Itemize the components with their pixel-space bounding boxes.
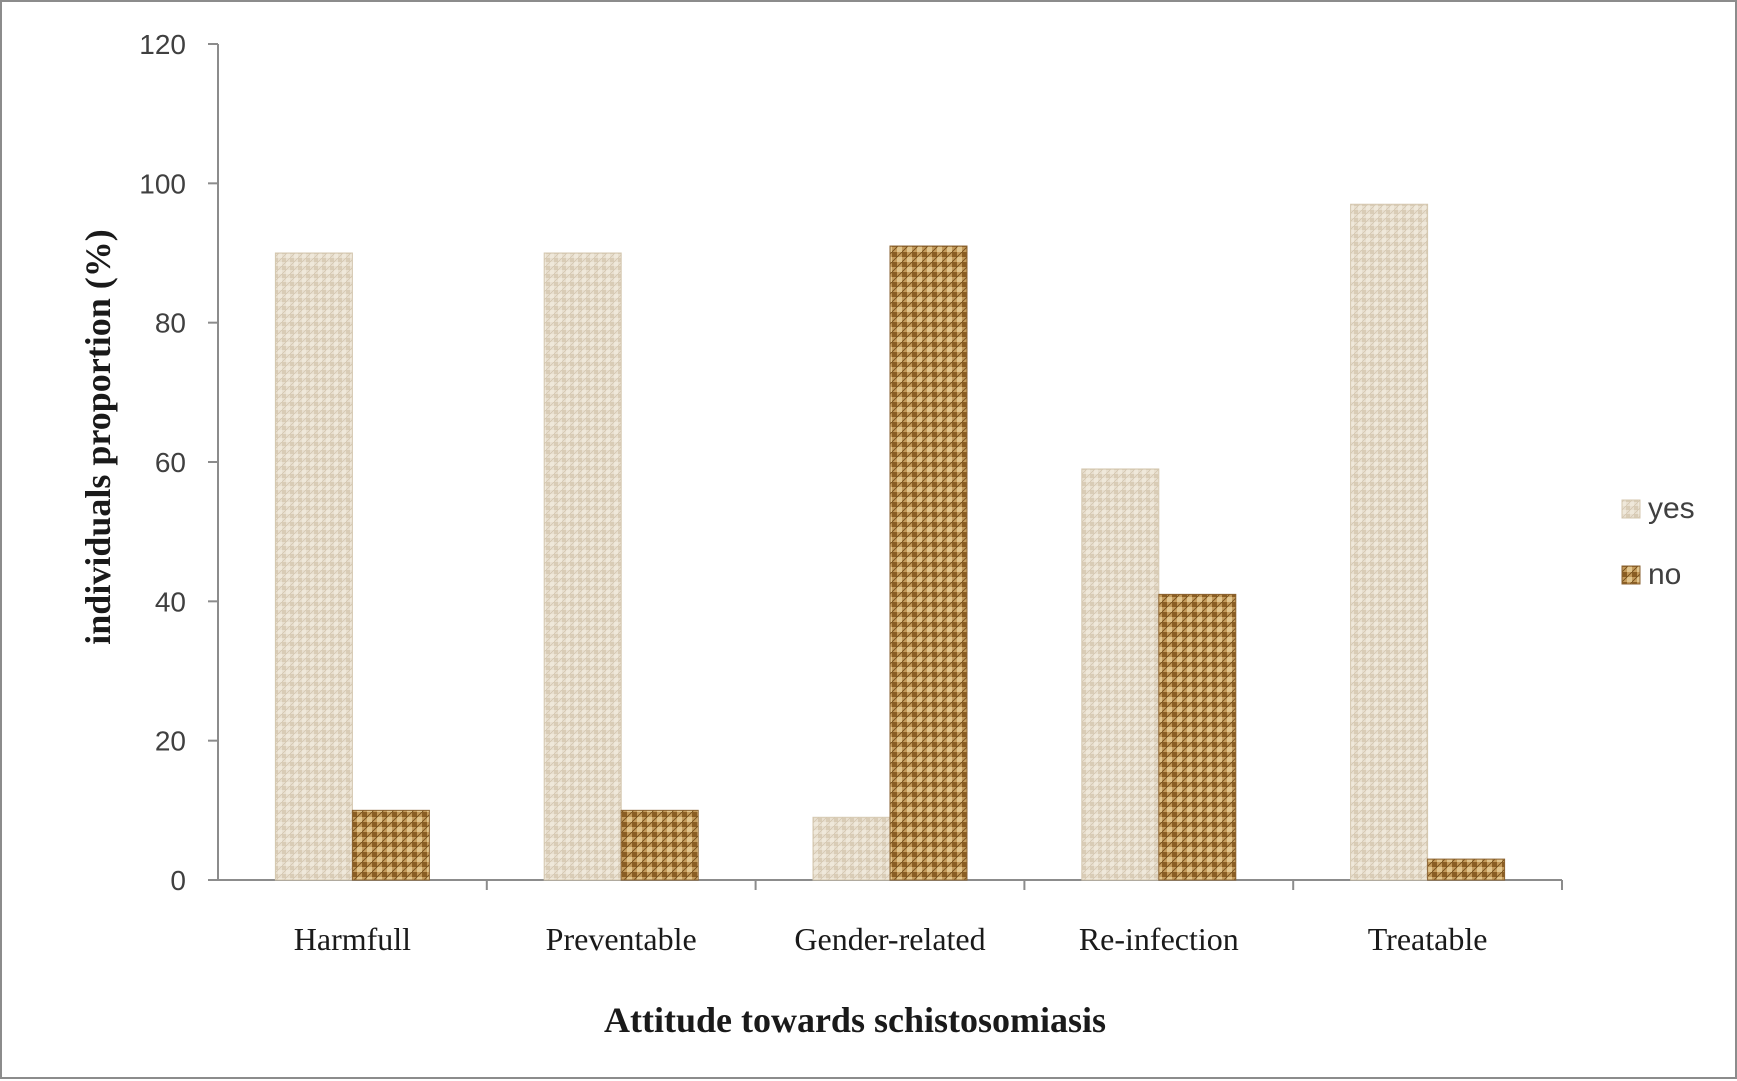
x-tick-label: Gender-related	[794, 921, 985, 957]
x-tick-label: Re-infection	[1079, 921, 1239, 957]
y-tick-label: 20	[155, 726, 186, 757]
y-tick-label: 0	[170, 865, 186, 896]
x-tick-label: Treatable	[1368, 921, 1488, 957]
y-tick-label: 40	[155, 586, 186, 617]
y-axis-title: individuals proportion (%)	[78, 229, 118, 644]
legend-label-yes: yes	[1648, 492, 1695, 525]
bar-no-gender-related	[889, 245, 968, 881]
legend-label-no: no	[1648, 558, 1681, 591]
x-tick-label: Preventable	[546, 921, 697, 957]
bar-yes-re-infection	[1081, 468, 1160, 881]
x-tick-label: Harmfull	[294, 921, 411, 957]
y-tick-label: 100	[139, 168, 186, 199]
legend-swatch-no	[1621, 565, 1641, 585]
bar-no-harmfull	[351, 809, 430, 881]
bar-yes-treatable	[1350, 203, 1429, 881]
y-tick-label: 120	[139, 29, 186, 60]
bar-no-preventable	[620, 809, 699, 881]
bar-yes-preventable	[543, 252, 622, 881]
legend-swatch-yes	[1621, 499, 1641, 519]
bar-no-re-infection	[1158, 593, 1237, 881]
y-tick-label: 80	[155, 308, 186, 339]
bar-yes-harmfull	[274, 252, 353, 881]
y-tick-label: 60	[155, 447, 186, 478]
bar-no-treatable	[1427, 858, 1506, 881]
x-axis-title: Attitude towards schistosomiasis	[604, 1000, 1106, 1040]
legend: yes no	[1621, 492, 1695, 591]
bar-yes-gender-related	[812, 816, 891, 881]
